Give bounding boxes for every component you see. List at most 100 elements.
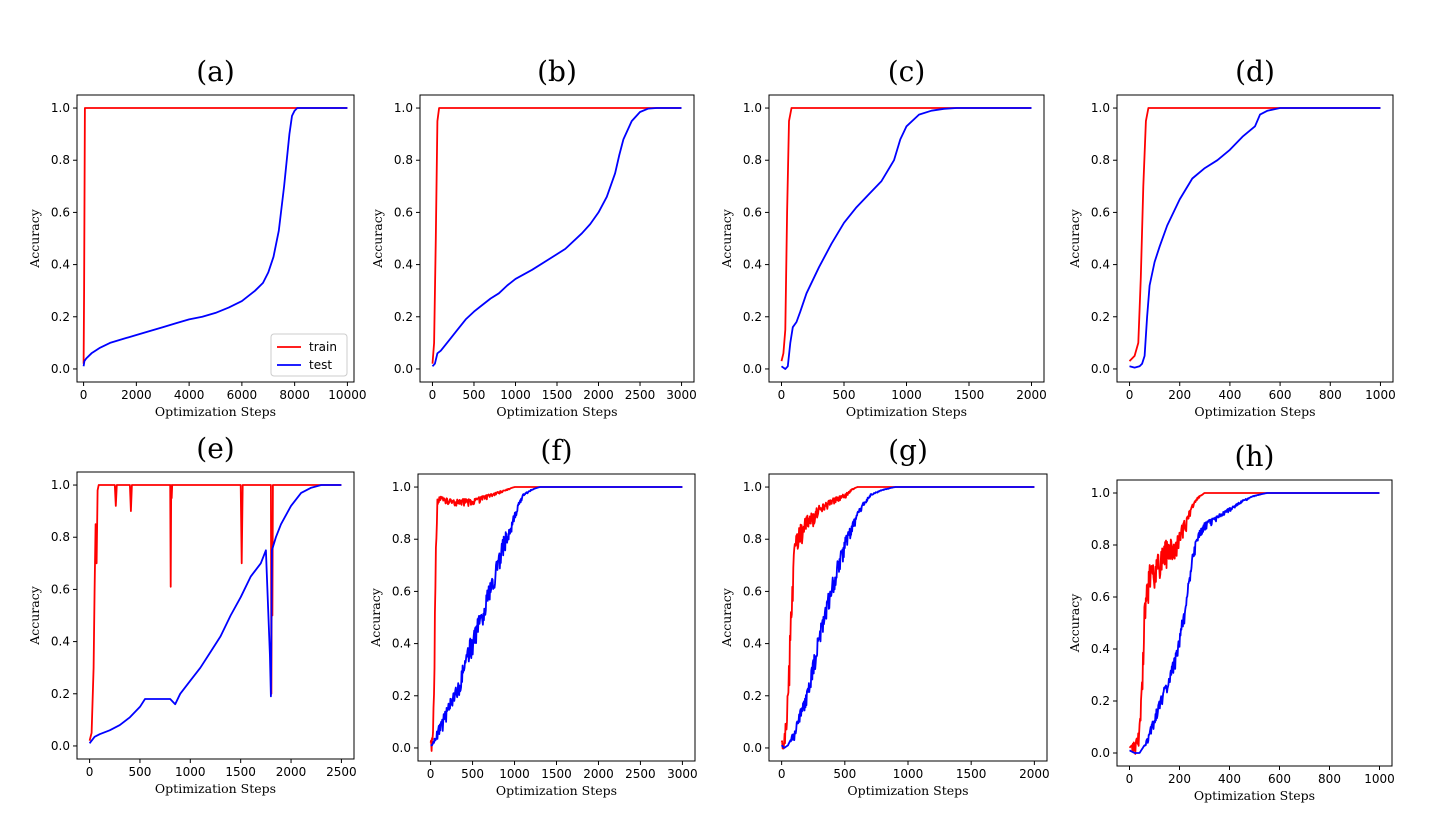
y-tick-label: 0.6 [392, 584, 411, 598]
x-tick-label: 600 [1269, 388, 1292, 402]
y-tick-label: 0.2 [743, 689, 762, 703]
y-tick-label: 1.0 [51, 101, 70, 115]
series-line-test [780, 486, 1035, 749]
x-tick-label: 500 [461, 767, 484, 781]
x-tick-label: 0 [1126, 772, 1134, 786]
legend: train test [270, 333, 348, 377]
x-tick-label: 2000 [1019, 767, 1050, 781]
series-line-train [780, 107, 1032, 362]
y-tick-label: 0.4 [743, 258, 762, 272]
x-tick-label: 3000 [666, 388, 697, 402]
y-axis-label: Accuracy [27, 585, 42, 646]
y-tick-label: 1.0 [51, 478, 70, 492]
x-tick-label: 2000 [583, 767, 614, 781]
x-axis-label: Optimization Steps [1194, 404, 1315, 419]
y-tick-label: 0.6 [1091, 590, 1110, 604]
x-axis-label: Optimization Steps [846, 404, 967, 419]
x-tick-label: 2500 [625, 388, 656, 402]
y-tick-label: 0.8 [51, 153, 70, 167]
y-axis-label: Accuracy [1067, 593, 1082, 654]
y-tick-label: 0.8 [394, 153, 413, 167]
y-tick-label: 0.2 [394, 310, 413, 324]
panel-title: (g) [888, 434, 928, 467]
y-tick-label: 1.0 [1091, 101, 1110, 115]
series-line-test [430, 486, 683, 747]
panel-title: (h) [1235, 440, 1275, 473]
y-tick-label: 0.2 [51, 310, 70, 324]
x-axis-label: Optimization Steps [1194, 788, 1315, 803]
y-tick-label: 1.0 [743, 101, 762, 115]
x-tick-label: 0 [427, 767, 435, 781]
x-tick-label: 1500 [541, 767, 572, 781]
plot-frame [1116, 94, 1394, 383]
series-line-train [1128, 107, 1381, 362]
x-tick-label: 200 [1168, 388, 1191, 402]
x-tick-label: 1500 [956, 767, 987, 781]
x-tick-label: 1000 [891, 388, 922, 402]
plot-frame [768, 94, 1045, 383]
y-tick-label: 0.0 [743, 741, 762, 755]
y-axis-label: Accuracy [719, 208, 734, 269]
x-tick-label: 2000 [121, 388, 152, 402]
x-tick-label: 2000 [1016, 388, 1047, 402]
y-tick-label: 0.8 [51, 530, 70, 544]
y-tick-label: 1.0 [394, 101, 413, 115]
x-tick-label: 0 [1126, 388, 1134, 402]
series-line-test [82, 107, 348, 367]
x-tick-label: 1000 [1364, 772, 1395, 786]
y-tick-label: 0.8 [743, 153, 762, 167]
series-line-train [1128, 492, 1380, 755]
panel-title: (d) [1235, 55, 1275, 88]
y-tick-label: 0.6 [394, 205, 413, 219]
x-tick-label: 400 [1218, 772, 1241, 786]
y-tick-label: 0.6 [743, 584, 762, 598]
x-tick-label: 800 [1318, 772, 1341, 786]
x-tick-label: 8000 [279, 388, 310, 402]
series-line-train [780, 486, 1035, 750]
x-tick-label: 1500 [225, 765, 256, 779]
y-tick-label: 1.0 [392, 480, 411, 494]
y-tick-label: 0.0 [51, 739, 70, 753]
x-tick-label: 3000 [667, 767, 698, 781]
y-tick-label: 0.4 [51, 635, 70, 649]
chart-panel: (a) 0 2000 4000 6000 8000 10000 0.0 0.2 0.4 0.6 0.8… [27, 55, 366, 419]
chart-panel: (c) 0 500 1000 1500 2000 0.0 0.2 0.4 0.6 0.8 1.0 Opt… [719, 55, 1047, 419]
series-line-test [780, 107, 1032, 370]
y-tick-label: 0.6 [51, 582, 70, 596]
x-axis-label: Optimization Steps [155, 781, 276, 796]
x-axis-label: Optimization Steps [496, 783, 617, 798]
y-tick-label: 0.0 [743, 362, 762, 376]
x-tick-label: 500 [833, 767, 856, 781]
x-tick-label: 10000 [328, 388, 366, 402]
x-tick-label: 1000 [175, 765, 206, 779]
chart-panel: (d) 0 200 400 600 800 1000 0.0 0.2 0.4 0.6 0.8 1.0 Op… [1067, 55, 1396, 419]
y-tick-label: 0.2 [1091, 310, 1110, 324]
y-tick-label: 0.4 [1091, 258, 1110, 272]
y-tick-label: 0.4 [743, 637, 762, 651]
chart-panel: (e) 0 500 1000 1500 2000 2500 0.0 0.2 0.4 0.6 0.8 1.… [27, 432, 357, 796]
panel-title: (c) [888, 55, 926, 88]
x-tick-label: 0 [80, 388, 88, 402]
legend-label-train: train [309, 340, 337, 354]
y-tick-label: 0.2 [1091, 694, 1110, 708]
x-tick-label: 1000 [893, 767, 924, 781]
y-tick-label: 0.2 [51, 687, 70, 701]
x-tick-label: 800 [1319, 388, 1342, 402]
series-line-test [1129, 492, 1380, 754]
plot-frame [76, 94, 355, 383]
y-tick-label: 0.0 [51, 362, 70, 376]
y-axis-label: Accuracy [27, 208, 42, 269]
y-tick-label: 0.8 [1091, 538, 1110, 552]
series-line-test [1129, 107, 1381, 369]
y-tick-label: 0.2 [743, 310, 762, 324]
y-axis-label: Accuracy [370, 208, 385, 269]
x-tick-label: 0 [778, 388, 786, 402]
y-tick-label: 0.0 [394, 362, 413, 376]
x-tick-label: 2500 [326, 765, 357, 779]
chart-panel: (f) 0 500 1000 1500 2000 2500 3000 0.0 0.2 0.4 0.6 0… [368, 434, 698, 798]
series-line-test [431, 107, 682, 367]
x-tick-label: 200 [1168, 772, 1191, 786]
y-axis-label: Accuracy [719, 587, 734, 648]
x-axis-label: Optimization Steps [155, 404, 276, 419]
y-tick-label: 0.4 [392, 637, 411, 651]
